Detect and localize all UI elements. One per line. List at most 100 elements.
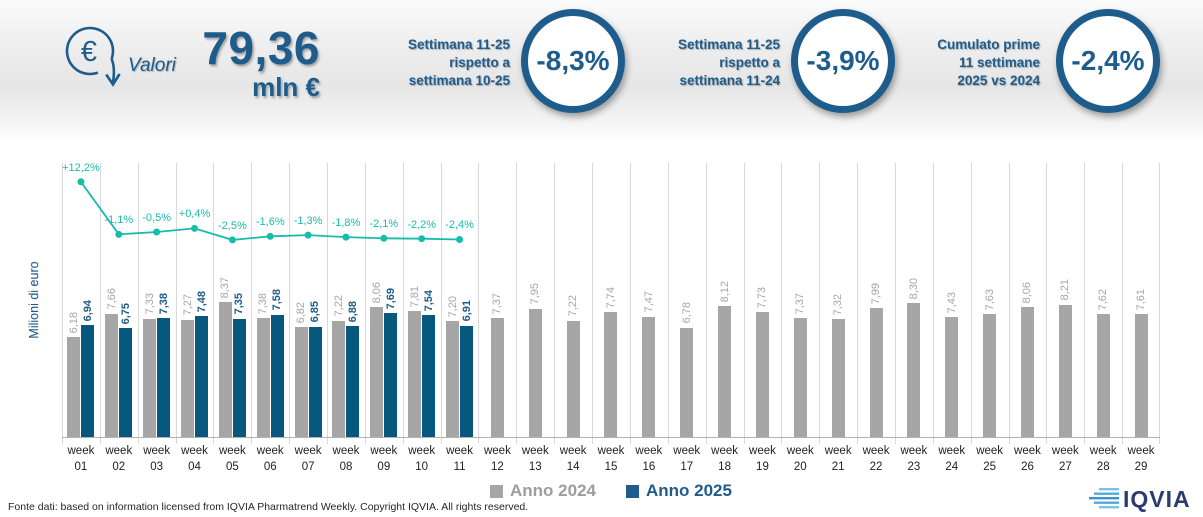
bar-value-label-2024: 7,62 xyxy=(1097,288,1110,311)
week-column: 7,22 xyxy=(554,163,592,437)
trend-point-label: -1,6% xyxy=(255,216,285,229)
gridline xyxy=(137,163,139,444)
plot-area: 6,18 6,94 7,66 6,75 7,33 7,38 7,27 7,48 8,37 7,35… xyxy=(62,162,1160,444)
week-label: week 22 xyxy=(862,445,890,473)
bar-anno-2024: 8,30 xyxy=(907,278,921,437)
x-axis-labels: week 01 week 02 week 03 week 04 week 05 week … xyxy=(62,443,1160,479)
week-column: 6,18 6,94 xyxy=(62,163,100,437)
week-label: week 07 xyxy=(294,445,322,473)
week-label: week 06 xyxy=(256,445,284,473)
trend-point-label: -1,8% xyxy=(331,217,361,230)
week-label: week 17 xyxy=(673,445,701,473)
bar-anno-2024: 7,81 xyxy=(408,286,422,437)
bar-anno-2024: 7,38 xyxy=(256,293,270,437)
bar-group: 8,12 xyxy=(706,281,744,437)
week-label: week 09 xyxy=(370,445,398,473)
week-column: 7,81 7,54 xyxy=(403,163,441,437)
bar-anno-2024: 7,20 xyxy=(446,296,460,437)
week-column: 7,37 xyxy=(781,163,819,437)
bar-anno-2024: 6,18 xyxy=(67,312,81,437)
week-label: week 14 xyxy=(559,445,587,473)
bar-value-label-2024: 6,78 xyxy=(680,302,693,324)
bar-value-label-2025: 7,35 xyxy=(233,293,246,315)
gridline xyxy=(932,163,934,444)
gridline xyxy=(629,163,631,444)
week-label: week 08 xyxy=(332,445,360,473)
bar-group: 6,82 6,85 xyxy=(289,301,327,437)
week-column: 7,27 7,48 xyxy=(176,163,214,437)
header-band: € Valori 79,36 mln € Settimana 11-25 ris… xyxy=(0,0,1203,140)
bar-value-label-2024: 7,22 xyxy=(332,295,345,317)
bar-value-label-2025: 6,75 xyxy=(119,302,132,325)
gridline xyxy=(592,163,594,444)
bar-anno-2024: 7,32 xyxy=(831,294,845,437)
kpi-label-cumulative: Cumulato prime 11 settimane 2025 vs 2024 xyxy=(937,37,1040,88)
bar-group: 7,20 6,91 xyxy=(441,296,479,437)
bar-group: 7,43 xyxy=(933,292,971,437)
bar-anno-2024: 7,22 xyxy=(566,295,580,437)
bar-group: 7,37 xyxy=(478,293,516,437)
gridline xyxy=(364,163,366,444)
total-value: 79,36 xyxy=(202,22,320,74)
bar-value-label-2024: 7,27 xyxy=(181,294,194,316)
legend-item: Anno 2025 xyxy=(626,481,732,501)
week-label: week 28 xyxy=(1089,445,1117,473)
bar-anno-2024: 7,63 xyxy=(983,289,997,437)
gridline xyxy=(667,163,669,444)
trend-point-label: -2,4% xyxy=(445,219,474,232)
bar-anno-2025: 7,58 xyxy=(270,289,284,437)
week-column: 8,06 7,69 xyxy=(365,163,403,437)
bar-value-label-2024: 8,21 xyxy=(1059,279,1072,301)
week-column: 8,12 xyxy=(706,163,744,437)
bar-value-label-2024: 7,66 xyxy=(105,288,118,310)
bar-anno-2025: 7,69 xyxy=(384,288,398,437)
bar-value-label-2025: 7,54 xyxy=(422,290,435,312)
bar-group: 8,06 7,69 xyxy=(365,282,403,437)
week-label: week 21 xyxy=(824,445,852,473)
bar-value-label-2024: 7,47 xyxy=(642,291,655,313)
bar-value-label-2024: 7,32 xyxy=(832,293,845,316)
week-label: week 03 xyxy=(143,445,171,473)
trend-point-label: -1,3% xyxy=(293,215,323,228)
total-unit: mln € xyxy=(252,72,320,102)
week-label: week 26 xyxy=(1014,445,1041,473)
week-label: week 19 xyxy=(749,445,776,473)
bar-value-label-2024: 7,22 xyxy=(567,295,580,317)
week-column: 8,30 xyxy=(895,163,933,437)
gridline xyxy=(402,163,404,444)
bar-value-label-2024: 8,30 xyxy=(907,277,920,300)
legend-swatch xyxy=(490,484,504,498)
week-column: 7,37 xyxy=(478,163,516,437)
valori-label: Valori xyxy=(128,55,176,76)
week-column: 7,73 xyxy=(744,163,782,437)
week-column: 7,22 6,88 xyxy=(327,163,365,437)
gridline xyxy=(1008,163,1010,444)
week-column: 7,32 xyxy=(819,163,857,437)
bar-anno-2025: 7,54 xyxy=(422,290,436,437)
week-column: 8,21 xyxy=(1046,163,1084,437)
kpi-label-week-vs-prev: Settimana 11-25 rispetto a settimana 10-… xyxy=(407,37,510,88)
bar-value-label-2024: 8,06 xyxy=(370,281,383,304)
gridline xyxy=(478,163,480,444)
bar-value-label-2025: 7,38 xyxy=(157,292,170,315)
gridline xyxy=(781,163,783,444)
bar-group: 6,18 6,94 xyxy=(62,300,100,437)
bar-value-label-2025: 6,94 xyxy=(81,299,94,322)
trend-point-label: -2,2% xyxy=(407,218,437,231)
bar-anno-2025: 7,35 xyxy=(232,293,246,437)
legend-label: Anno 2025 xyxy=(646,481,732,500)
bar-value-label-2024: 7,20 xyxy=(446,295,459,317)
bar-anno-2025: 6,91 xyxy=(460,300,474,437)
bar-group: 7,32 xyxy=(819,294,857,437)
x-axis-line xyxy=(62,437,1160,438)
bar-anno-2024: 8,21 xyxy=(1058,279,1072,437)
total-value-block: 79,36 mln € xyxy=(168,24,320,102)
bar-group: 7,73 xyxy=(744,287,782,437)
bar-value-label-2025: 6,85 xyxy=(309,301,322,323)
trend-point-label: -0,5% xyxy=(142,211,172,224)
kpi-value-week-vs-lastyear: -3,9% xyxy=(791,9,895,113)
week-label: week 24 xyxy=(938,445,966,473)
gridline xyxy=(894,163,896,444)
week-column: 8,06 xyxy=(1009,163,1047,437)
